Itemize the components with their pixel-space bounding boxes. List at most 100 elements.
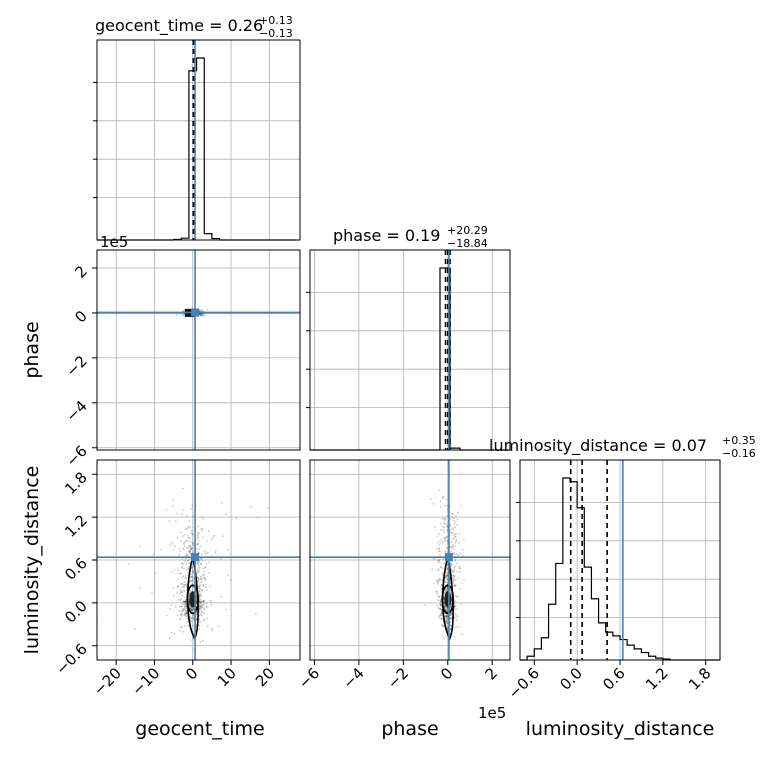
sample-point bbox=[443, 592, 446, 595]
sample-point bbox=[189, 550, 191, 553]
sample-point bbox=[160, 548, 162, 551]
sample-point bbox=[438, 607, 441, 610]
sample-point bbox=[462, 554, 464, 557]
sample-point bbox=[449, 624, 452, 627]
sample-point bbox=[453, 519, 456, 522]
histogram-step-luminosity-distance bbox=[520, 477, 720, 661]
sample-point bbox=[188, 581, 191, 583]
sample-point bbox=[202, 603, 205, 606]
sample-point bbox=[442, 558, 445, 561]
sample-point bbox=[199, 584, 202, 586]
sample-point bbox=[176, 586, 179, 589]
sample-point bbox=[192, 547, 195, 549]
sample-point bbox=[185, 553, 188, 556]
sample-point bbox=[191, 566, 194, 569]
sample-point bbox=[181, 562, 183, 565]
sample-point bbox=[202, 567, 204, 570]
density-core bbox=[444, 591, 452, 608]
sample-point bbox=[182, 314, 185, 316]
sample-point bbox=[441, 517, 444, 520]
sample-point bbox=[446, 622, 449, 625]
sample-point bbox=[445, 575, 448, 578]
sample-point bbox=[177, 599, 180, 601]
sample-point bbox=[450, 569, 453, 572]
sample-point bbox=[199, 594, 201, 597]
sample-point bbox=[210, 538, 213, 541]
sample-point bbox=[190, 575, 192, 578]
sample-point bbox=[452, 527, 454, 530]
sample-point bbox=[437, 579, 440, 582]
sample-point bbox=[200, 600, 203, 603]
sample-point bbox=[444, 591, 446, 594]
sample-point bbox=[202, 585, 205, 588]
sample-point bbox=[450, 546, 453, 549]
sample-point bbox=[222, 535, 224, 538]
sample-point bbox=[180, 572, 183, 575]
sample-point bbox=[186, 620, 189, 623]
sample-point bbox=[437, 548, 440, 550]
sample-point bbox=[180, 586, 183, 589]
sample-point bbox=[176, 591, 179, 594]
sample-point bbox=[454, 535, 457, 538]
sample-point bbox=[444, 537, 447, 540]
sample-point bbox=[178, 553, 181, 556]
sample-point bbox=[453, 537, 456, 539]
sample-point bbox=[195, 543, 198, 546]
sample-point bbox=[127, 563, 130, 566]
sample-point bbox=[449, 524, 452, 526]
sample-point bbox=[171, 549, 174, 552]
sample-point bbox=[457, 576, 459, 579]
sample-point bbox=[440, 566, 442, 569]
sample-point bbox=[192, 569, 195, 572]
truth-marker bbox=[191, 308, 200, 317]
sample-point bbox=[190, 608, 193, 611]
sample-point bbox=[453, 585, 455, 588]
sample-point bbox=[208, 571, 211, 574]
sample-point bbox=[441, 496, 444, 499]
sample-point bbox=[440, 617, 443, 620]
sample-point bbox=[185, 585, 188, 587]
sample-point bbox=[457, 615, 459, 617]
sample-point bbox=[436, 547, 438, 550]
sample-point bbox=[183, 567, 186, 570]
sample-point bbox=[190, 607, 193, 610]
sample-point bbox=[200, 600, 203, 603]
sample-point bbox=[445, 618, 448, 621]
sample-point bbox=[455, 614, 457, 617]
sample-point bbox=[437, 599, 440, 602]
sample-point bbox=[455, 540, 458, 543]
sample-point bbox=[191, 532, 194, 535]
sample-point bbox=[437, 550, 440, 553]
sample-point bbox=[201, 529, 203, 532]
sample-point bbox=[444, 575, 447, 578]
sample-point bbox=[199, 605, 201, 608]
sample-point bbox=[203, 599, 206, 602]
sample-point bbox=[189, 606, 192, 609]
x-axis-label-phase: phase bbox=[381, 718, 438, 740]
sample-point bbox=[172, 498, 175, 501]
sample-point bbox=[184, 575, 187, 577]
sample-point bbox=[446, 567, 448, 570]
sample-point bbox=[202, 600, 205, 603]
sample-point bbox=[440, 612, 443, 615]
sample-point bbox=[192, 533, 194, 536]
x-tick-label-phase: −6 bbox=[295, 664, 323, 692]
sample-point bbox=[443, 519, 446, 521]
sample-point bbox=[188, 592, 191, 594]
sample-point bbox=[196, 571, 199, 573]
sample-point bbox=[444, 608, 447, 611]
sample-point bbox=[438, 547, 441, 550]
y-tick-label-phase: 0 bbox=[71, 307, 90, 326]
sample-point bbox=[208, 585, 211, 588]
sample-point bbox=[184, 600, 187, 603]
x-tick-label-geocent-time: 10 bbox=[214, 664, 240, 690]
sample-point bbox=[181, 565, 183, 568]
sample-point bbox=[173, 632, 176, 635]
sample-point bbox=[452, 534, 455, 537]
sample-point bbox=[183, 605, 186, 608]
sample-point bbox=[198, 566, 201, 569]
sample-point bbox=[442, 540, 445, 543]
sample-point bbox=[179, 629, 181, 632]
sample-point bbox=[189, 545, 192, 548]
